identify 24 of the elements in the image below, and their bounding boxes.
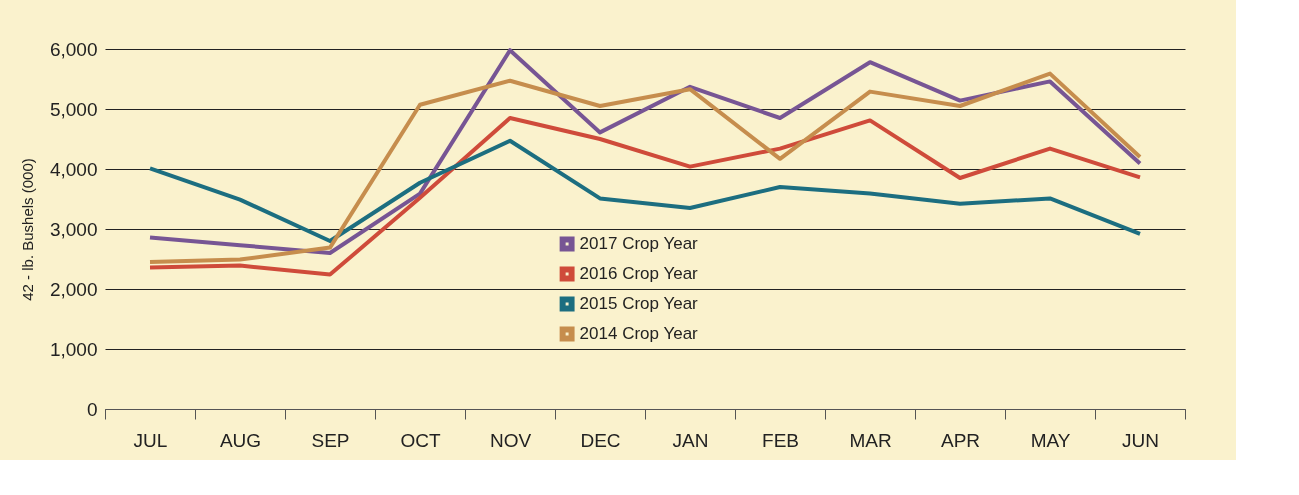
x-tick-label: JAN xyxy=(672,429,709,451)
x-tick-label: FEB xyxy=(762,429,799,451)
y-tick-label: 0 xyxy=(86,398,98,420)
legend-label: 2017 Crop Year xyxy=(579,234,699,254)
y-axis-title: 42 - lb. Bushels (000) xyxy=(18,158,36,301)
legend-label: 2015 Crop Year xyxy=(579,294,699,314)
x-tick-label: JUN xyxy=(1122,429,1159,451)
legend-label: 2016 Crop Year xyxy=(579,264,699,284)
x-tick-label: DEC xyxy=(580,429,621,451)
x-tick-label: NOV xyxy=(489,429,532,451)
x-tick-label: AUG xyxy=(219,429,262,451)
y-tick-label: 4,000 xyxy=(49,158,98,180)
legend-label: 2014 Crop Year xyxy=(579,324,699,344)
x-tick-label: MAR xyxy=(849,429,892,451)
y-tick-label: 2,000 xyxy=(49,278,98,300)
x-tick-label: JUL xyxy=(133,429,168,451)
x-tick-label: SEP xyxy=(311,429,350,451)
y-tick-label: 3,000 xyxy=(49,218,98,240)
x-tick-label: OCT xyxy=(400,429,441,451)
y-tick-label: 5,000 xyxy=(49,98,98,120)
x-tick-label: APR xyxy=(940,429,981,451)
y-tick-label: 1,000 xyxy=(49,338,98,360)
y-tick-label: 6,000 xyxy=(49,38,98,60)
x-tick-label: MAY xyxy=(1030,429,1071,451)
